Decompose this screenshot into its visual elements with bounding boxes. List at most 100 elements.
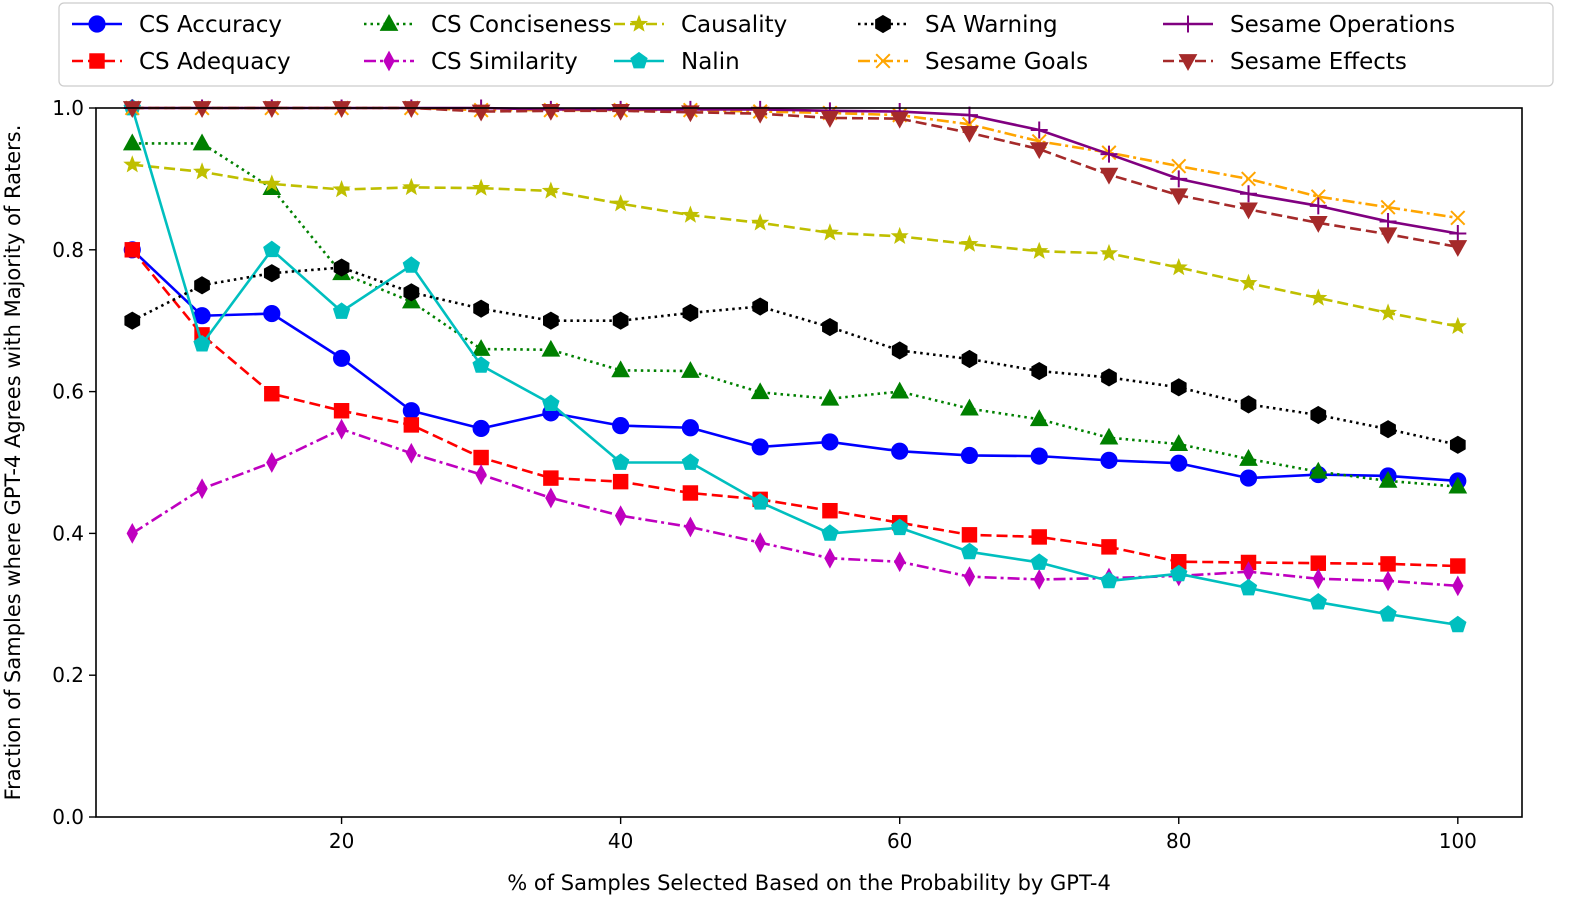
legend-item-nalin: Nalin <box>614 49 740 75</box>
y-axis-label: Fraction of Samples where GPT-4 Agrees w… <box>1 125 25 801</box>
data-point-cs-similarity <box>126 523 138 544</box>
series-sa-warning <box>124 258 1466 454</box>
y-tick-label: 1.0 <box>52 96 84 120</box>
data-point-nalin <box>1309 593 1327 610</box>
x-tick-label: 40 <box>608 829 633 853</box>
data-point-sesame-effects <box>122 101 142 118</box>
data-point-cs-accuracy <box>751 438 769 456</box>
data-point-nalin <box>1239 578 1258 596</box>
series-line-nalin <box>131 107 1459 627</box>
data-point-causality <box>1099 243 1119 262</box>
legend-label: CS Adequacy <box>139 49 291 75</box>
data-point-cs-similarity <box>824 547 836 569</box>
data-point-sa-warning <box>1449 435 1466 454</box>
data-point-cs-accuracy <box>1030 447 1048 465</box>
data-point-causality <box>1379 303 1398 321</box>
data-point-cs-accuracy <box>821 433 839 451</box>
legend-marker <box>629 14 649 32</box>
data-point-cs-accuracy <box>472 419 490 438</box>
legend-item-sesame-goals: Sesame Goals <box>858 49 1088 75</box>
data-point-cs-accuracy <box>402 402 420 420</box>
data-point-cs-conciseness <box>122 133 142 151</box>
data-point-cs-adequacy <box>264 386 280 402</box>
data-point-nalin <box>1030 553 1048 570</box>
data-point-causality <box>820 223 839 241</box>
data-point-nalin <box>1170 564 1188 582</box>
series-line-cs-similarity <box>131 427 1458 588</box>
legend-marker <box>383 50 395 72</box>
data-point-causality <box>1239 273 1258 291</box>
data-point-sesame-effects <box>890 111 910 129</box>
y-tick-label: 0.6 <box>52 380 84 404</box>
data-point-nalin <box>263 240 281 258</box>
data-point-causality <box>193 162 212 180</box>
data-point-cs-similarity <box>1382 570 1394 592</box>
data-point-sesame-goals <box>1310 189 1326 205</box>
legend-item-sesame-effects: Sesame Effects <box>1163 49 1407 75</box>
series-line-cs-conciseness <box>132 142 1458 488</box>
data-point-causality <box>681 205 700 223</box>
data-point-sa-warning <box>1310 405 1327 425</box>
data-point-sesame-effects <box>1378 227 1398 245</box>
data-point-sa-warning <box>194 276 210 295</box>
data-point-cs-adequacy <box>473 449 489 466</box>
data-point-sesame-goals <box>1450 210 1466 226</box>
data-point-cs-similarity <box>963 566 976 588</box>
data-point-cs-accuracy <box>332 349 351 367</box>
data-point-cs-accuracy <box>891 442 909 460</box>
data-point-sa-warning <box>822 318 838 337</box>
legend-label: SA Warning <box>925 12 1058 38</box>
data-point-nalin <box>402 256 421 273</box>
data-point-cs-conciseness <box>820 388 840 406</box>
data-point-cs-similarity <box>1033 569 1045 590</box>
data-point-sa-warning <box>1170 378 1187 397</box>
legend-item-sesame-operations: Sesame Operations <box>1163 12 1455 38</box>
legend-item-cs-conciseness: CS Conciseness <box>364 12 612 38</box>
data-point-causality <box>332 180 351 198</box>
data-point-causality <box>1169 258 1188 276</box>
series-line-cs-accuracy <box>131 248 1458 483</box>
data-point-sesame-operations <box>1030 121 1048 139</box>
data-point-cs-adequacy <box>333 403 350 419</box>
legend-item-causality: Causality <box>614 12 787 38</box>
data-point-nalin <box>1379 605 1397 622</box>
data-point-sa-warning <box>612 311 629 330</box>
data-point-causality <box>262 174 281 192</box>
data-point-cs-conciseness <box>1239 449 1258 466</box>
data-point-nalin <box>542 394 560 412</box>
data-point-cs-similarity <box>684 516 697 538</box>
plot-frame <box>95 107 1523 818</box>
data-point-cs-accuracy <box>681 419 699 437</box>
data-point-causality <box>751 213 770 231</box>
data-point-sesame-operations <box>1170 170 1188 188</box>
data-point-causality <box>960 234 979 252</box>
data-point-sa-warning <box>1240 395 1257 414</box>
series-line-sesame-goals <box>132 106 1459 220</box>
data-point-cs-conciseness <box>1378 470 1398 488</box>
data-point-cs-conciseness <box>750 382 770 400</box>
series-nalin <box>123 98 1467 633</box>
y-axis: 0.0 0.2 0.4 0.6 0.8 1.0 <box>52 96 96 829</box>
data-point-sesame-effects <box>471 104 491 122</box>
data-point-cs-conciseness <box>192 133 212 151</box>
data-point-nalin <box>821 524 839 541</box>
data-point-sesame-operations <box>1379 212 1397 230</box>
data-point-sesame-effects <box>192 101 212 118</box>
data-point-cs-accuracy <box>1100 451 1118 469</box>
data-point-sesame-effects <box>820 111 840 128</box>
data-point-cs-adequacy <box>822 502 838 519</box>
data-point-sesame-effects <box>1308 215 1328 233</box>
data-point-cs-adequacy <box>1310 555 1327 571</box>
legend-marker <box>875 53 891 69</box>
legend-label: Nalin <box>681 49 740 75</box>
x-tick-label: 100 <box>1439 829 1477 853</box>
data-point-cs-conciseness <box>890 381 910 399</box>
data-point-causality <box>1030 241 1049 259</box>
data-point-causality <box>890 226 909 245</box>
legend-label: CS Similarity <box>431 49 578 75</box>
data-point-cs-conciseness <box>1448 476 1468 494</box>
data-point-nalin <box>960 542 979 560</box>
data-point-sesame-effects <box>332 101 351 118</box>
data-point-causality <box>123 155 142 173</box>
